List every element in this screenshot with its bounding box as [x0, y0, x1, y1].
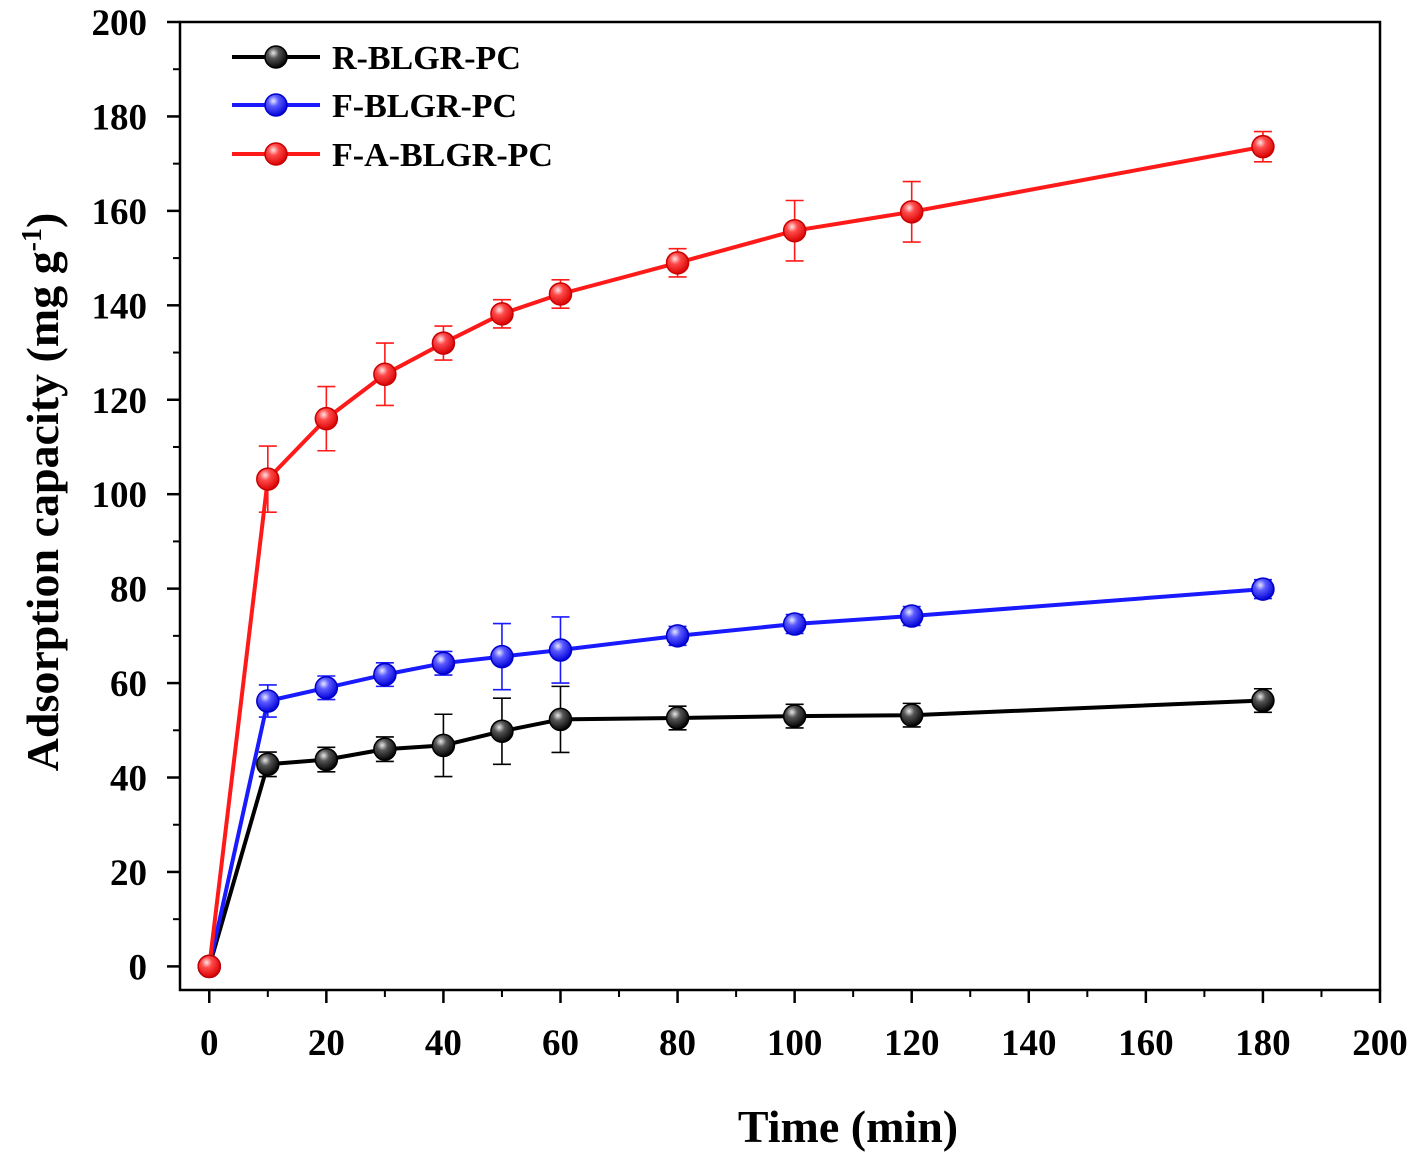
series-layer	[197, 130, 1275, 979]
legend: R-BLGR-PC F-BLGR-PC F-A-BLGR-PC	[232, 40, 553, 174]
x-tick-label: 80	[659, 1023, 696, 1064]
y-tick-label: 40	[110, 759, 147, 800]
axes: 0 20 40 60 80 100 120 140 160 180 200 0 20 40 60 80 100 1…	[92, 3, 1408, 1064]
data-point	[256, 689, 280, 713]
legend-label-f-a-blgr-pc: F-A-BLGR-PC	[332, 137, 553, 174]
legend-label-r-blgr-pc: R-BLGR-PC	[332, 40, 521, 77]
data-point	[548, 638, 573, 662]
data-point	[490, 719, 514, 743]
data-point	[899, 703, 924, 727]
y-axis-title: Adsorption capacity (mg g-1)	[17, 213, 68, 772]
data-point	[314, 406, 339, 431]
legend-marker-f-blgr-pc	[264, 93, 288, 117]
y-tick-label: 20	[110, 853, 147, 894]
data-point	[490, 302, 514, 326]
y-tick-label: 80	[110, 570, 147, 611]
x-tick-label: 120	[884, 1023, 940, 1064]
data-point	[373, 362, 397, 387]
data-point	[1251, 134, 1275, 159]
y-tick-label: 60	[110, 664, 147, 705]
y-tick-label: 0	[129, 947, 148, 988]
data-point	[1251, 577, 1275, 601]
series-line	[207, 587, 1264, 967]
data-point	[665, 251, 690, 275]
legend-label-f-blgr-pc: F-BLGR-PC	[332, 88, 517, 125]
x-tick-label: 20	[308, 1023, 345, 1064]
y-axis-title-superscript: -1	[17, 228, 48, 251]
y-tick-label: 160	[92, 192, 148, 233]
x-tick-label: 0	[200, 1023, 219, 1064]
data-point	[665, 706, 690, 730]
data-point	[197, 954, 222, 979]
x-tick-label: 40	[425, 1023, 462, 1064]
x-tick-label: 60	[542, 1023, 579, 1064]
data-point	[373, 737, 397, 761]
series-line	[207, 144, 1264, 967]
x-tick-label: 180	[1235, 1023, 1291, 1064]
data-point	[782, 612, 807, 636]
data-point	[373, 662, 397, 687]
y-tick-label: 100	[92, 475, 148, 516]
data-point	[899, 604, 924, 628]
data-point	[782, 218, 807, 243]
data-point	[665, 624, 690, 648]
y-axis-title-main: Adsorption capacity (mg g	[17, 251, 68, 771]
data-point	[431, 651, 456, 675]
series-line	[207, 698, 1263, 967]
data-point	[256, 467, 280, 491]
legend-marker-f-a-blgr-pc	[264, 142, 288, 166]
x-tick-label: 100	[767, 1023, 823, 1064]
data-point	[431, 331, 456, 355]
series-r-blgr-pc	[197, 685, 1275, 979]
y-tick-label: 200	[92, 3, 148, 44]
plot-frame	[178, 20, 1382, 992]
data-point	[548, 282, 573, 306]
data-point	[490, 644, 514, 669]
series-f-a-blgr-pc	[197, 130, 1275, 979]
y-tick-label: 120	[92, 381, 148, 422]
data-point	[314, 747, 339, 772]
data-point	[314, 676, 339, 700]
x-tick-label: 200	[1352, 1023, 1408, 1064]
x-axis-title: Time (min)	[738, 1101, 958, 1152]
data-point	[1251, 688, 1275, 713]
data-point	[431, 733, 456, 758]
y-tick-label: 180	[92, 97, 148, 138]
legend-marker-r-blgr-pc	[264, 45, 288, 69]
series-f-blgr-pc	[197, 577, 1275, 979]
y-axis-title-close: )	[17, 213, 68, 228]
x-tick-label: 140	[1001, 1023, 1057, 1064]
data-point	[782, 704, 807, 728]
data-point	[899, 200, 924, 224]
data-point	[256, 752, 280, 777]
y-tick-label: 140	[92, 286, 148, 327]
data-point	[548, 707, 573, 732]
x-tick-label: 160	[1118, 1023, 1174, 1064]
